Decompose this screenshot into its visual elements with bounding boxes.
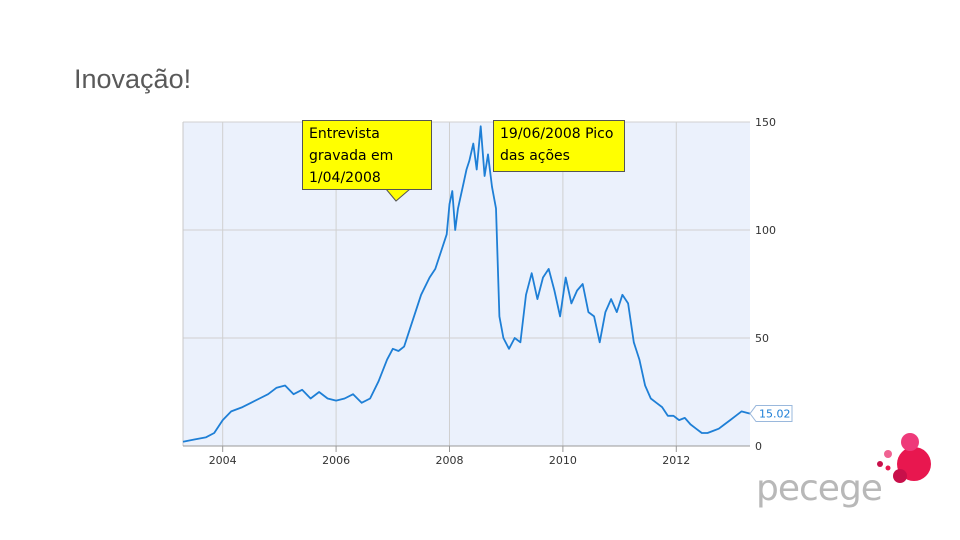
gridlines bbox=[183, 121, 750, 446]
last-value-marker: 15.02 bbox=[749, 405, 793, 423]
y-tick-label-0: 0 bbox=[755, 440, 762, 453]
callout-interview: Entrevista gravada em 1/04/2008 bbox=[302, 120, 432, 190]
callout-stock-peak: 19/06/2008 Pico das ações bbox=[493, 120, 625, 172]
x-tick-label-2006: 2006 bbox=[322, 454, 350, 467]
y-tick-label-50: 50 bbox=[755, 332, 769, 345]
logo-bubble-tiny bbox=[885, 465, 891, 471]
last-value-label: 15.02 bbox=[759, 408, 791, 421]
pecege-logo-icon bbox=[877, 433, 931, 483]
logo-bubble-dot bbox=[877, 461, 883, 467]
x-tick-label-2012: 2012 bbox=[662, 454, 690, 467]
y-tick-label-150: 150 bbox=[755, 116, 776, 129]
logo-bubble-bottom bbox=[893, 469, 907, 483]
logo-bubble-top bbox=[901, 433, 919, 451]
x-tick-label-2008: 2008 bbox=[435, 454, 463, 467]
x-tick-label-2004: 2004 bbox=[209, 454, 237, 467]
plot-background bbox=[183, 122, 750, 446]
axis-ticks: 2004 2006 2008 2010 2012 0 50 100 150 bbox=[209, 116, 776, 467]
y-tick-label-100: 100 bbox=[755, 224, 776, 237]
slide-title: Inovação! bbox=[74, 64, 192, 94]
x-tick-label-2010: 2010 bbox=[549, 454, 577, 467]
last-value-box bbox=[749, 405, 793, 423]
price-series-line bbox=[182, 125, 751, 443]
logo-bubble-small bbox=[884, 450, 892, 458]
pecege-logo-text: pecege bbox=[756, 468, 883, 509]
